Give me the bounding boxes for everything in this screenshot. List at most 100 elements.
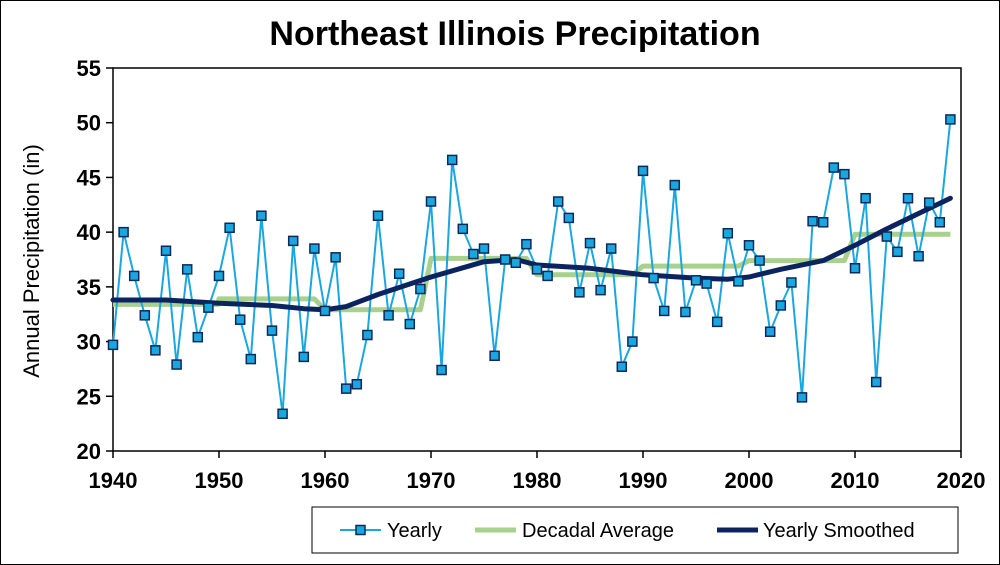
- yearly-point: [171, 359, 182, 370]
- yearly-point: [764, 326, 776, 337]
- yearly-point: [436, 364, 447, 376]
- legend-label-yearly: Yearly: [387, 520, 442, 542]
- yearly-point: [648, 272, 659, 284]
- yearly-point: [160, 245, 172, 256]
- yearly-point: [118, 226, 129, 238]
- yearly-point: [563, 212, 575, 224]
- yearly-point: [128, 270, 140, 282]
- y-axis-label: Annual Precipitation (in): [19, 144, 44, 378]
- yearly-point: [658, 305, 670, 317]
- yearly-point: [881, 231, 893, 242]
- yearly-point: [796, 392, 808, 403]
- yearly-point: [362, 329, 373, 341]
- series-decadal-average-line: [113, 231, 951, 313]
- legend-box: [311, 506, 959, 554]
- yearly-point: [902, 192, 914, 204]
- series-layer: [107, 114, 956, 420]
- y-tick-label: 40: [77, 220, 101, 245]
- yearly-point: [478, 243, 490, 254]
- yearly-point: [584, 237, 596, 249]
- chart-title: Northeast Illinois Precipitation: [269, 15, 760, 53]
- yearly-point: [860, 192, 871, 204]
- yearly-point: [351, 378, 363, 390]
- yearly-point: [743, 240, 755, 251]
- yearly-point: [637, 165, 649, 177]
- yearly-point: [277, 408, 288, 420]
- yearly-point: [870, 376, 882, 388]
- yearly-point: [817, 217, 829, 228]
- yearly-point: [457, 223, 469, 235]
- yearly-point: [552, 196, 564, 207]
- yearly-point: [828, 162, 840, 173]
- x-tick-label: 1970: [407, 468, 456, 493]
- yearly-point: [521, 238, 532, 250]
- yearly-point: [690, 275, 702, 286]
- legend: Yearly Decadal Average Yearly Smoothed: [311, 506, 959, 554]
- yearly-point: [892, 246, 903, 258]
- yearly-point: [934, 217, 946, 228]
- yearly-point: [680, 306, 691, 318]
- yearly-point: [139, 310, 151, 321]
- yearly-point: [330, 252, 341, 263]
- yearly-point: [775, 300, 787, 311]
- yearly-point: [849, 263, 861, 274]
- yearly-point: [923, 197, 935, 208]
- yearly-point: [256, 210, 267, 221]
- yearly-point: [913, 250, 924, 262]
- yearly-point: [287, 235, 299, 247]
- yearly-point: [298, 351, 310, 363]
- yearly-point: [203, 302, 214, 313]
- y-tick-label: 25: [77, 384, 101, 409]
- yearly-point: [372, 210, 384, 221]
- yearly-point: [266, 325, 278, 336]
- yearly-point: [595, 284, 606, 296]
- x-tick-label: 1990: [619, 468, 668, 493]
- y-axis: 20 25 30 35 40 45 50 55: [77, 56, 113, 464]
- yearly-point: [425, 196, 437, 207]
- y-tick-label: 50: [77, 111, 101, 136]
- yearly-point: [224, 222, 235, 234]
- yearly-point: [510, 257, 522, 269]
- yearly-point: [574, 287, 585, 298]
- yearly-point: [711, 316, 723, 328]
- yearly-point: [733, 276, 744, 287]
- yearly-point: [807, 215, 818, 227]
- x-tick-label: 1950: [195, 468, 244, 493]
- legend-label-yearly-smoothed: Yearly Smoothed: [763, 520, 915, 542]
- yearly-point: [542, 270, 553, 282]
- yearly-point: [669, 179, 681, 191]
- x-tick-label: 2020: [937, 468, 986, 493]
- x-tick-label: 1940: [89, 468, 138, 493]
- yearly-point: [340, 383, 352, 394]
- yearly-point: [468, 248, 479, 260]
- yearly-point: [627, 336, 638, 347]
- yearly-point: [181, 264, 193, 275]
- yearly-point: [150, 345, 161, 356]
- yearly-point: [393, 268, 405, 279]
- x-axis: 1940 1950 1960 1970 1980 1990 2000 2010 2020: [89, 451, 986, 493]
- yearly-point: [531, 264, 543, 275]
- yearly-point: [415, 283, 426, 295]
- yearly-point: [754, 255, 765, 266]
- series-yearly-line: [112, 119, 952, 415]
- yearly-point: [499, 254, 511, 265]
- yearly-point: [605, 243, 617, 254]
- yearly-point: [234, 314, 246, 325]
- legend-marker-yearly: [355, 524, 366, 536]
- x-tick-label: 2000: [725, 468, 774, 493]
- y-tick-label: 20: [77, 439, 101, 464]
- yearly-point: [839, 168, 850, 180]
- legend-label-decadal-average: Decadal Average: [522, 520, 674, 542]
- yearly-point: [404, 318, 416, 330]
- yearly-point: [245, 353, 257, 365]
- yearly-point: [319, 305, 331, 317]
- yearly-point: [192, 331, 204, 343]
- yearly-point: [213, 270, 225, 282]
- x-tick-label: 1980: [513, 468, 562, 493]
- x-tick-label: 1960: [301, 468, 350, 493]
- yearly-point: [701, 278, 712, 289]
- yearly-point: [616, 361, 628, 372]
- yearly-point: [945, 114, 956, 125]
